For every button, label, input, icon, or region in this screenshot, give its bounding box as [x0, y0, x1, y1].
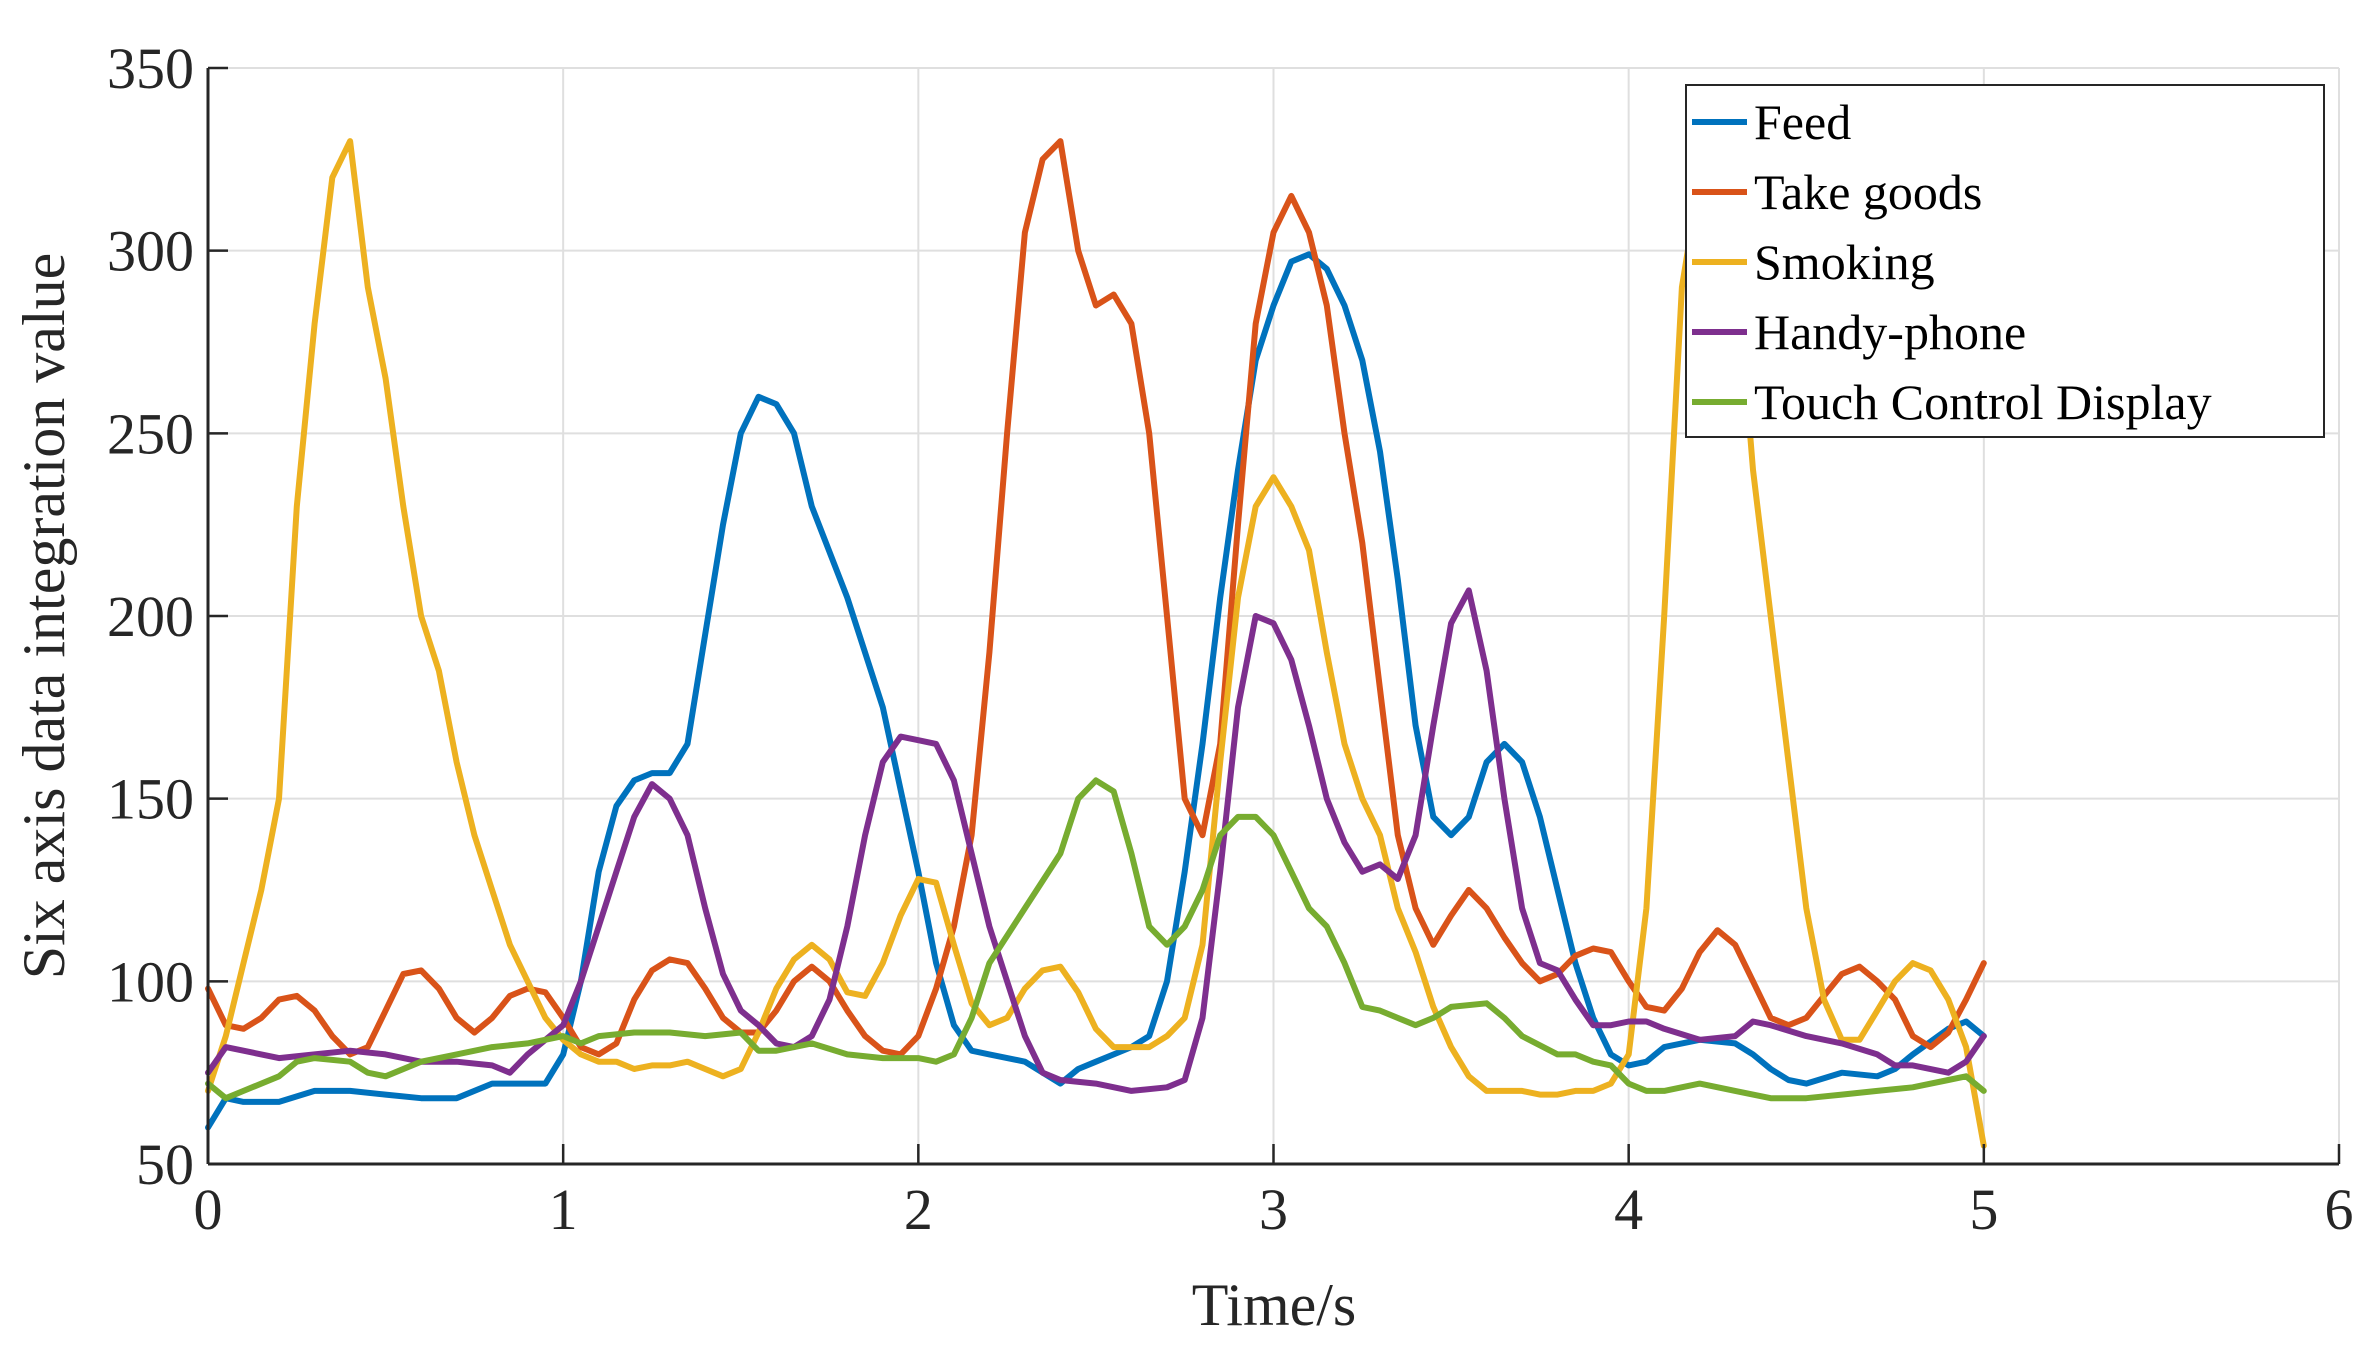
legend: Feed Take goods Smoking Handy-phone Touch Co…: [1685, 84, 2325, 438]
series-line-touch-control-display: [205, 777, 1987, 1102]
legend-label: Touch Control Display: [1754, 374, 2212, 430]
tick-labels: 0 1 2 3 4 5 6 50 100 150 200 250 300 350: [107, 36, 2354, 1242]
y-tick-label: 150: [107, 767, 194, 832]
y-tick-label: 300: [107, 219, 194, 284]
y-tick-label: 250: [107, 401, 194, 466]
x-tick-label: 6: [2325, 1177, 2354, 1242]
x-axis-label: Time/s: [1192, 1272, 1357, 1338]
series-line-take-goods: [205, 138, 1987, 1058]
legend-box: [1685, 84, 2325, 438]
legend-label: Smoking: [1754, 234, 1935, 290]
legend-label: Feed: [1754, 94, 1851, 150]
x-tick-label: 1: [549, 1177, 578, 1242]
y-tick-label: 100: [107, 949, 194, 1014]
y-axis-label: Six axis data integration value: [11, 253, 77, 979]
y-tick-label: 350: [107, 36, 194, 101]
y-tick-label: 200: [107, 584, 194, 649]
legend-label: Take goods: [1754, 164, 1982, 220]
x-tick-label: 2: [904, 1177, 933, 1242]
x-tick-label: 5: [1969, 1177, 1998, 1242]
x-tick-label: 3: [1259, 1177, 1288, 1242]
x-tick-label: 4: [1614, 1177, 1643, 1242]
series-line-handy-phone: [205, 587, 1987, 1094]
y-tick-label: 50: [136, 1132, 194, 1197]
series-line-feed: [205, 251, 1987, 1131]
axes: [206, 66, 2341, 1166]
x-tick-label: 0: [194, 1177, 223, 1242]
legend-label: Handy-phone: [1754, 304, 2026, 360]
